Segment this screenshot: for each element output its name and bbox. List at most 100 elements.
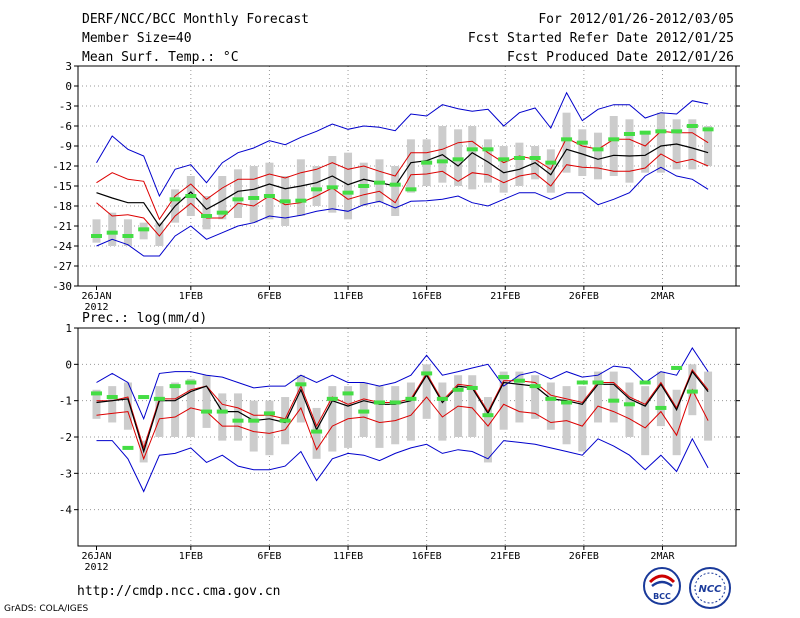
precipitation-observed-marker: [106, 395, 118, 400]
precipitation-spread-box: [609, 371, 618, 423]
temperature-spread-box: [578, 129, 587, 176]
temperature-observed-marker: [248, 196, 260, 200]
precipitation-observed-marker: [311, 429, 323, 434]
precipitation-observed-marker: [389, 400, 401, 405]
precipitation-x-tick-label: 6FEB: [257, 551, 281, 562]
precipitation-observed-marker: [655, 405, 667, 410]
precipitation-series-ensemble-mean: [96, 370, 709, 454]
temperature-x-tick-label: 26JAN: [81, 291, 111, 302]
precipitation-spread-box: [344, 386, 353, 448]
precipitation-spread-box: [92, 389, 101, 419]
precipitation-observed-marker: [436, 396, 448, 401]
temperature-spread-box: [704, 126, 713, 166]
temperature-spread-box: [233, 169, 242, 218]
precipitation-observed-marker: [545, 396, 557, 401]
temperature-spread-box: [108, 212, 117, 246]
precipitation-observed-marker: [358, 409, 370, 414]
temperature-plot-frame: [77, 65, 737, 287]
precipitation-observed-marker: [248, 418, 260, 423]
temperature-x-tick-label: 1FEB: [179, 291, 203, 302]
precipitation-spread-box: [233, 393, 242, 441]
source-url[interactable]: http://cmdp.ncc.cma.gov.cn: [77, 584, 281, 599]
temperature-spread-box: [562, 112, 571, 173]
precipitation-observed-marker: [216, 409, 228, 414]
ncc-logo-text: NCC: [698, 584, 722, 595]
temperature-spread-box: [594, 132, 603, 180]
temperature-y-tick-label: -9: [59, 140, 72, 153]
precipitation-x-tick-label: 1FEB: [179, 551, 203, 562]
temperature-observed-marker: [232, 197, 244, 202]
precipitation-spread-box: [562, 386, 571, 445]
temperature-observed-marker: [561, 137, 573, 142]
temperature-y-tick-label: 3: [65, 60, 72, 73]
precipitation-observed-marker: [576, 380, 588, 385]
precipitation-x-tick-label: 16FEB: [412, 551, 442, 562]
temperature-observed-marker: [138, 227, 150, 232]
precipitation-observed-marker: [482, 413, 494, 418]
temperature-y-tick-label: -30: [52, 280, 72, 293]
temperature-observed-marker: [295, 198, 307, 203]
precipitation-spread-box: [171, 382, 180, 437]
temperature-spread-box: [468, 126, 477, 190]
temperature-spread-box: [202, 196, 211, 230]
temperature-spread-box: [688, 119, 697, 170]
temperature-y-tick-label: -3: [59, 100, 72, 113]
precipitation-series-mean-1-sd: [96, 368, 709, 450]
temperature-x-tick-label: 21FEB: [490, 291, 520, 302]
precipitation-series-ensemble-max: [96, 347, 709, 421]
precipitation-spread-box: [202, 375, 211, 428]
precipitation-observed-marker: [153, 396, 165, 401]
precipitation-spread-box: [422, 364, 431, 419]
precipitation-x-tick-label: 26FEB: [569, 551, 599, 562]
precipitation-spread-box: [375, 386, 384, 448]
temperature-x-tick-label: 11FEB: [333, 291, 363, 302]
temperature-observed-marker: [545, 160, 557, 165]
precipitation-observed-marker: [671, 365, 683, 370]
precipitation-observed-marker: [498, 375, 510, 380]
precipitation-observed-marker: [623, 402, 635, 407]
precipitation-observed-marker: [122, 445, 134, 450]
temperature-observed-marker: [122, 234, 134, 238]
temperature-y-tick-label: -21: [52, 220, 72, 233]
temperature-series-ensemble-mean: [96, 143, 709, 228]
precipitation-observed-marker: [169, 384, 181, 389]
precipitation-y-tick-label: -1: [59, 395, 72, 408]
precipitation-x-tick-label: 21FEB: [490, 551, 520, 562]
temperature-observed-marker: [373, 180, 385, 185]
precipitation-y-tick-label: -3: [59, 467, 72, 480]
precipitation-observed-marker: [185, 380, 197, 385]
precipitation-observed-marker: [529, 384, 541, 389]
ncc-logo: NCC: [689, 567, 731, 609]
temperature-spread-box: [609, 116, 618, 176]
temperature-observed-marker: [106, 230, 118, 235]
temperature-spread-box: [483, 139, 492, 183]
temperature-observed-marker: [623, 132, 635, 136]
chart-title: DERF/NCC/BCC Monthly Forecast: [82, 12, 309, 27]
temperature-y-tick-label: -12: [52, 160, 72, 173]
temperature-spread-box: [391, 166, 400, 216]
temperature-spread-box: [546, 149, 555, 193]
temperature-spread-box: [155, 222, 164, 246]
precipitation-y-tick-label: -2: [59, 431, 72, 444]
temperature-observed-marker: [185, 194, 197, 198]
precipitation-spread-box: [218, 393, 227, 441]
precipitation-spread-box: [641, 386, 650, 456]
temperature-x-tick-label: 26FEB: [569, 291, 599, 302]
temperature-observed-marker: [389, 182, 401, 187]
precipitation-spread-box: [249, 400, 258, 452]
temperature-spread-box: [641, 132, 650, 173]
precipitation-spread-box: [515, 371, 524, 423]
temperature-y-tick-label: -27: [52, 260, 72, 273]
temperature-spread-box: [656, 112, 665, 173]
temperature-observed-marker: [592, 147, 604, 152]
precipitation-x-year-label: 2012: [84, 562, 108, 573]
precipitation-y-tick-label: -4: [59, 504, 73, 517]
temperature-spread-box: [312, 166, 321, 206]
temperature-observed-marker: [311, 187, 323, 192]
temperature-spread-box: [406, 139, 415, 193]
precipitation-x-tick-label: 2MAR: [650, 551, 675, 562]
temperature-observed-marker: [655, 129, 667, 134]
precipitation-spread-box: [704, 371, 713, 441]
temperature-spread-box: [249, 166, 258, 223]
